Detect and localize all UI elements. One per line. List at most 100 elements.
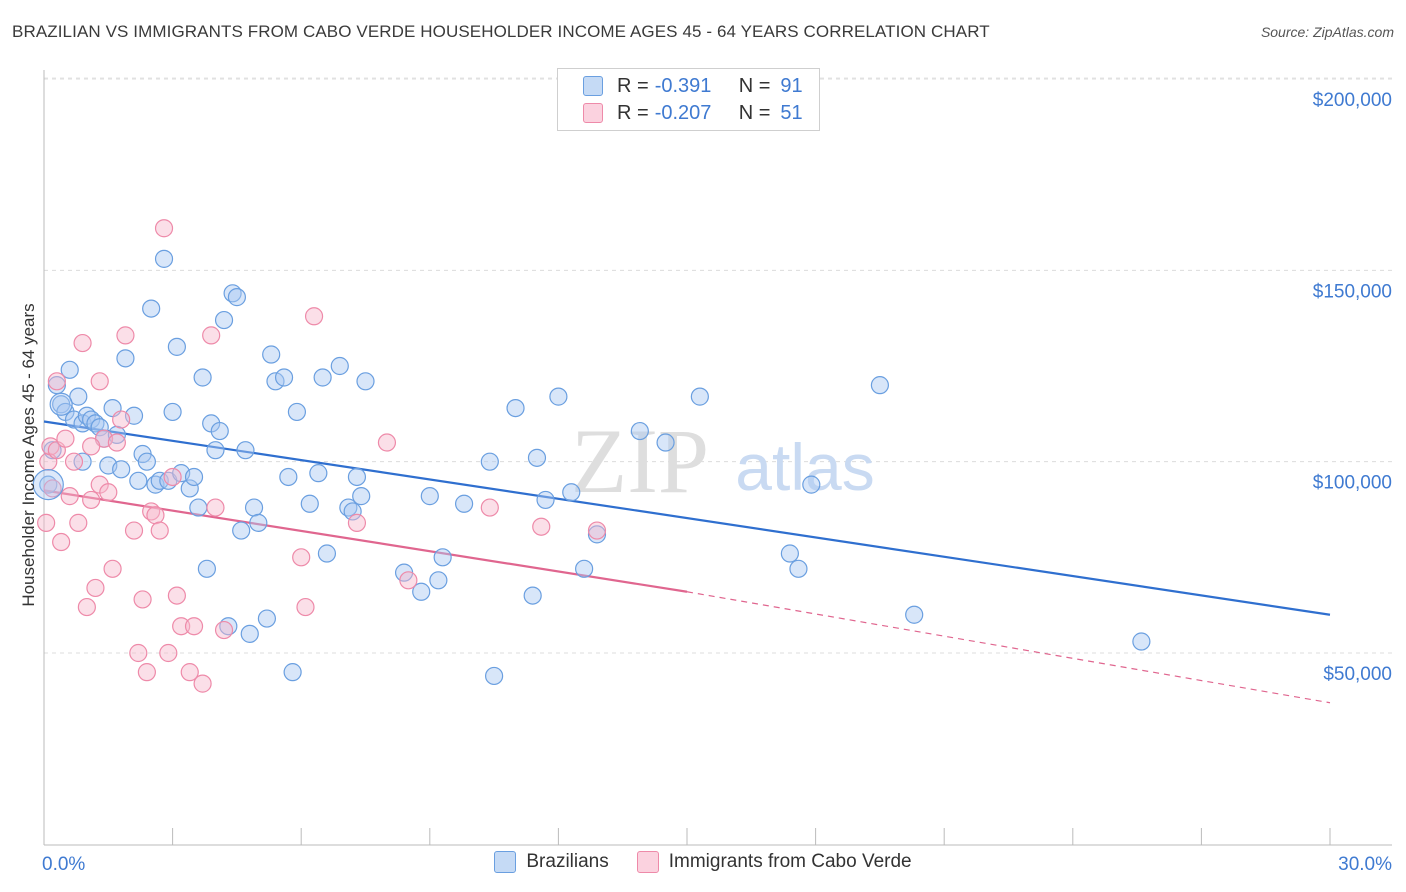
x-tick-label: 30.0% (1338, 854, 1392, 875)
bottom-legend-cabo-verde: Immigrants from Cabo Verde (636, 851, 912, 873)
brazilian-point (227, 288, 246, 307)
brazilian-point (287, 402, 307, 422)
cabo-verde-point (167, 586, 186, 605)
legend-n-value: 51 (780, 101, 803, 124)
brazilian-point (283, 663, 302, 682)
brazilian-point (802, 475, 821, 494)
brazilian-point (562, 483, 581, 502)
brazilian-point (274, 368, 294, 387)
brazilian-point (523, 586, 542, 605)
legend-swatch-brazilians (583, 76, 603, 96)
y-tick-label: $50,000 (1323, 664, 1392, 685)
brazilian-point (142, 299, 161, 318)
brazilian-point (167, 337, 186, 356)
brazilian-point (163, 402, 182, 422)
brazilian-trend-line (43, 420, 1331, 616)
brazilian-point (116, 349, 135, 368)
brazilian-point (154, 249, 174, 268)
brazilian-point (454, 494, 474, 513)
scatter-points (32, 219, 1151, 693)
cabo-verde-point (154, 219, 174, 238)
cabo-verde-point (587, 521, 607, 540)
brazilian-point (506, 398, 525, 418)
brazilian-point (549, 387, 568, 406)
legend-row-cabo-verde: R = -0.207 N = 51 (583, 100, 803, 126)
cabo-verde-point (107, 433, 126, 452)
cabo-verde-point (347, 513, 367, 532)
cabo-verde-point (214, 620, 234, 640)
cabo-verde-point (82, 437, 101, 456)
brazilian-point (232, 521, 251, 540)
chart-title: BRAZILIAN VS IMMIGRANTS FROM CABO VERDE … (12, 22, 990, 41)
watermark-zip: ZIP (571, 410, 709, 512)
brazilian-point (313, 368, 332, 387)
brazilian-point (1132, 632, 1151, 651)
watermark-atlas: atlas (735, 430, 874, 504)
brazilian-point (433, 548, 452, 567)
brazilian-point (60, 360, 79, 379)
brazilian-point (197, 559, 216, 578)
cabo-verde-trend-extension (686, 591, 1331, 704)
cabo-verde-point (532, 517, 551, 536)
brazilian-point (112, 460, 131, 479)
brazilian-point (343, 502, 362, 521)
cabo-verde-point (112, 410, 131, 429)
cabo-verde-point (103, 559, 122, 578)
bottom-legend-label-brazilians: Brazilians (526, 851, 609, 872)
cabo-verde-point (399, 571, 418, 590)
brazilian-point (180, 479, 199, 498)
cabo-verde-point (480, 498, 499, 517)
cabo-verde-point (133, 590, 152, 609)
cabo-verde-point (292, 548, 311, 567)
legend-r-label: R = (617, 101, 649, 124)
brazilian-point (240, 624, 259, 643)
brazilian-point (32, 469, 64, 501)
brazilian-point (279, 467, 298, 487)
legend-n-label: N = (738, 101, 771, 124)
y-tick-labels: $50,000 $100,000 $150,000 $200,000 (1313, 90, 1392, 685)
brazilian-point (575, 559, 594, 578)
brazilian-point (656, 433, 675, 452)
brazilian-point (485, 666, 504, 686)
brazilian-point (780, 544, 799, 563)
cabo-verde-point (146, 506, 165, 525)
brazilian-point (189, 498, 208, 517)
cabo-verde-point (180, 663, 199, 682)
cabo-verde-point (77, 597, 96, 617)
y-tick-label: $100,000 (1313, 473, 1392, 494)
x-tick-label: 0.0% (42, 854, 85, 875)
brazilian-point (236, 441, 255, 460)
brazilian-point (90, 418, 109, 437)
legend-r-value: -0.391 (654, 74, 712, 97)
x-tick-labels: 0.0% 30.0% (42, 854, 1392, 875)
legend-swatch-cabo-verde (583, 103, 603, 123)
brazilian-point (137, 452, 156, 471)
cabo-verde-point (172, 617, 191, 636)
brazilian-point (536, 490, 555, 510)
legend-row-brazilians: R = -0.391 N = 91 (583, 73, 803, 99)
cabo-verde-point (86, 578, 105, 598)
bottom-legend-swatch-brazilians (494, 851, 517, 873)
brazilian-point (352, 487, 371, 506)
bottom-legend-label-cabo-verde: Immigrants from Cabo Verde (668, 851, 912, 872)
brazilian-point (420, 487, 439, 506)
brazilian-point (300, 494, 319, 513)
brazilian-point (347, 467, 367, 487)
brazilian-point (690, 387, 709, 406)
cabo-verde-point (163, 467, 182, 487)
cabo-verde-point (206, 498, 225, 517)
cabo-verde-point (124, 521, 144, 540)
cabo-verde-point (159, 643, 178, 663)
cabo-verde-point (52, 532, 71, 552)
legend-box: R = -0.391 N = 91 R = -0.207 N = 51 (557, 68, 820, 131)
cabo-verde-point (99, 483, 118, 502)
bottom-legend: Brazilians Immigrants from Cabo Verde (0, 851, 1406, 873)
brazilian-point (193, 368, 212, 387)
legend-r-value: -0.207 (654, 101, 712, 124)
y-tick-label: $200,000 (1313, 90, 1392, 111)
brazilian-point (257, 609, 277, 628)
legend-n-label: N = (738, 74, 771, 97)
brazilian-point (527, 448, 547, 467)
cabo-verde-point (304, 307, 324, 326)
